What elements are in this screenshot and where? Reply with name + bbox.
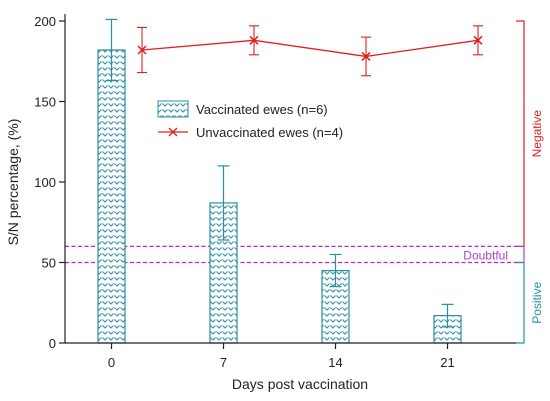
bracket-doubtful <box>516 245 525 264</box>
bracket-positive <box>516 261 525 344</box>
bar-day-0 <box>97 49 126 344</box>
y-tick-label-150: 150 <box>34 95 56 110</box>
region-label-positive: Positive <box>530 281 544 323</box>
line-point-0 <box>137 45 147 55</box>
line-point-7 <box>249 35 259 45</box>
y-tick-label-200: 200 <box>34 14 56 29</box>
region-label-doubtful: Doubtful <box>463 248 508 262</box>
x-tick-label-7: 7 <box>220 355 227 370</box>
x-tick-label-14: 14 <box>328 355 342 370</box>
y-axis-title: S/N percentage, (%) <box>5 119 21 246</box>
line-point-21 <box>473 35 483 45</box>
x-tick-label-0: 0 <box>108 355 115 370</box>
x-axis-title: Days post vaccination <box>232 376 368 392</box>
bracket-negative <box>516 20 525 247</box>
y-tick-label-50: 50 <box>42 256 56 271</box>
line-point-14 <box>361 51 371 61</box>
x-tick-label-21: 21 <box>440 355 454 370</box>
legend-label-vaccinated: Vaccinated ewes (n=6) <box>196 102 328 117</box>
unvaccinated-line <box>141 39 479 58</box>
y-tick-label-0: 0 <box>49 336 56 351</box>
legend-label-unvaccinated: Unvaccinated ewes (n=4) <box>196 125 343 140</box>
legend-bar-swatch <box>157 100 189 118</box>
legend-cross-marker <box>168 127 178 137</box>
region-label-negative: Negative <box>530 110 544 158</box>
y-tick-label-100: 100 <box>34 175 56 190</box>
